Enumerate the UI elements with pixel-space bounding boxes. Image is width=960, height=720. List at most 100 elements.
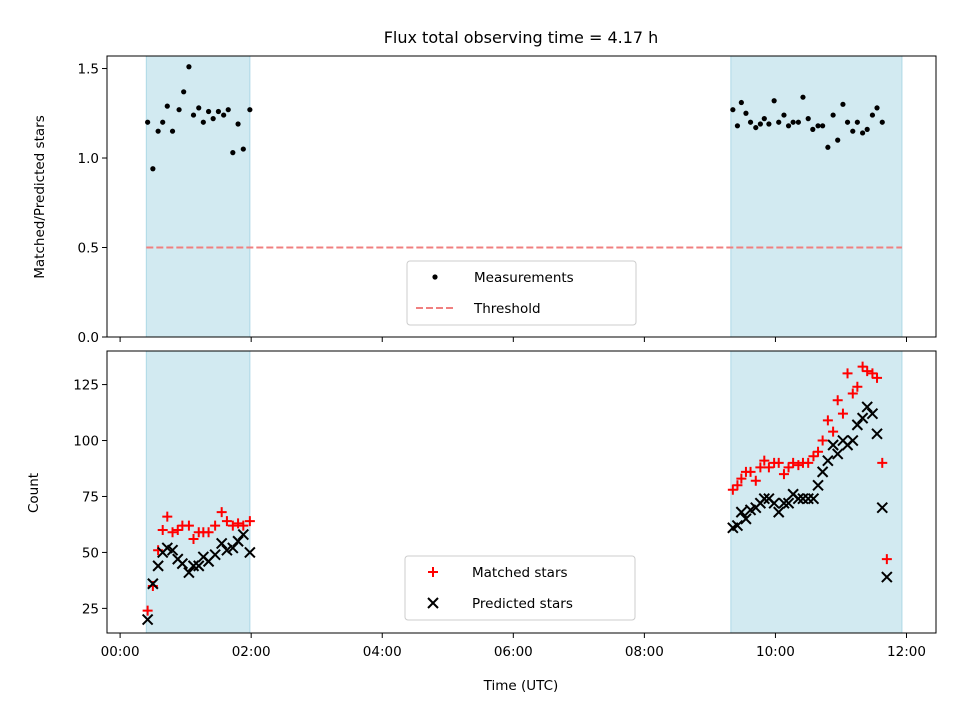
y-tick-label: 1.5 bbox=[78, 62, 99, 78]
data-point bbox=[203, 527, 214, 538]
data-point bbox=[183, 520, 194, 531]
data-point bbox=[828, 426, 839, 437]
data-point bbox=[778, 497, 790, 509]
data-point bbox=[238, 520, 249, 531]
data-point bbox=[221, 516, 232, 527]
series-predicted-stars bbox=[141, 401, 893, 626]
data-point bbox=[210, 520, 221, 531]
data-point bbox=[773, 457, 784, 468]
data-point bbox=[795, 119, 801, 125]
data-point bbox=[871, 428, 883, 440]
data-point bbox=[172, 525, 183, 536]
data-point bbox=[816, 466, 829, 478]
data-point bbox=[167, 527, 178, 538]
data-point bbox=[155, 128, 161, 134]
bottom-y-axis-label: Count bbox=[26, 473, 42, 513]
legend: Measurements Threshold bbox=[406, 260, 637, 326]
legend-label: Predicted stars bbox=[472, 596, 573, 612]
data-point bbox=[879, 119, 885, 125]
data-point bbox=[736, 473, 747, 484]
data-point bbox=[152, 560, 164, 572]
data-point bbox=[215, 108, 222, 115]
data-point bbox=[162, 511, 173, 522]
data-point bbox=[866, 407, 879, 420]
data-point bbox=[827, 439, 839, 451]
data-point bbox=[169, 128, 176, 134]
chart-title: Flux total observing time = 4.17 h bbox=[384, 28, 659, 47]
data-point bbox=[732, 480, 743, 491]
data-point bbox=[805, 116, 811, 122]
data-point bbox=[854, 119, 860, 125]
data-point bbox=[817, 435, 828, 446]
data-point bbox=[244, 546, 256, 559]
x-tick-label: 12:00 bbox=[887, 644, 926, 660]
observing-window-0 bbox=[145, 350, 251, 634]
data-point bbox=[750, 475, 761, 486]
data-point bbox=[205, 108, 212, 115]
data-point bbox=[820, 123, 826, 129]
x-tick-label: 00:00 bbox=[101, 644, 140, 660]
legend-marker-predicted bbox=[427, 597, 439, 609]
data-point bbox=[227, 520, 238, 531]
data-point bbox=[874, 105, 880, 111]
top-panel: 0.0 0.5 1.0 1.5 Measurements Threshold bbox=[78, 55, 937, 346]
data-point bbox=[881, 554, 892, 565]
data-point bbox=[225, 107, 231, 113]
data-point bbox=[808, 451, 819, 462]
data-point bbox=[731, 519, 744, 532]
data-point bbox=[773, 506, 785, 518]
data-point bbox=[187, 560, 200, 572]
data-point bbox=[812, 479, 824, 491]
data-point bbox=[181, 89, 187, 95]
data-point bbox=[757, 121, 763, 127]
data-point bbox=[240, 146, 246, 152]
data-point bbox=[755, 462, 766, 473]
data-point bbox=[193, 560, 205, 572]
data-point bbox=[747, 119, 754, 125]
y-tick-label: 100 bbox=[73, 434, 99, 450]
data-point bbox=[832, 395, 843, 406]
data-point bbox=[768, 497, 780, 509]
data-point bbox=[740, 513, 752, 525]
data-point bbox=[792, 493, 805, 505]
data-point bbox=[761, 116, 767, 122]
y-tick-label: 1.0 bbox=[78, 151, 99, 167]
data-point bbox=[735, 506, 748, 518]
legend-marker-measurements bbox=[432, 274, 438, 280]
data-point bbox=[759, 455, 770, 466]
data-point bbox=[738, 99, 744, 106]
data-point bbox=[857, 361, 868, 372]
bottom-panel: 25 50 75 100 125 00:00 02:00 04:00 06:00 08:00 10:… bbox=[73, 350, 937, 660]
data-point bbox=[851, 419, 864, 431]
data-point bbox=[141, 613, 154, 626]
data-point bbox=[763, 462, 774, 473]
data-point bbox=[730, 107, 736, 113]
y-tick-label: 75 bbox=[82, 489, 99, 505]
data-point bbox=[778, 469, 789, 480]
axes-frame bbox=[106, 55, 937, 338]
data-point bbox=[797, 493, 809, 505]
y-tick-label: 0.5 bbox=[78, 241, 99, 257]
data-point bbox=[753, 124, 759, 131]
data-point bbox=[876, 501, 888, 514]
data-point bbox=[802, 493, 814, 505]
y-tick-label: 125 bbox=[73, 378, 99, 394]
data-point bbox=[176, 557, 189, 570]
data-point bbox=[856, 412, 869, 424]
data-point bbox=[877, 457, 888, 468]
data-point bbox=[188, 534, 199, 544]
data-point bbox=[782, 497, 795, 509]
observing-window-1 bbox=[730, 55, 903, 338]
data-point bbox=[247, 107, 253, 113]
data-point bbox=[842, 368, 853, 379]
data-point bbox=[852, 381, 863, 392]
data-point bbox=[822, 454, 834, 467]
series-measurements bbox=[145, 64, 885, 172]
top-y-axis-label: Matched/Predicted stars bbox=[32, 115, 48, 278]
data-point bbox=[860, 130, 866, 136]
x-tick-label: 02:00 bbox=[232, 644, 271, 660]
data-point bbox=[840, 101, 846, 107]
legend-label: Matched stars bbox=[472, 565, 568, 581]
x-tick-label: 04:00 bbox=[363, 644, 402, 660]
